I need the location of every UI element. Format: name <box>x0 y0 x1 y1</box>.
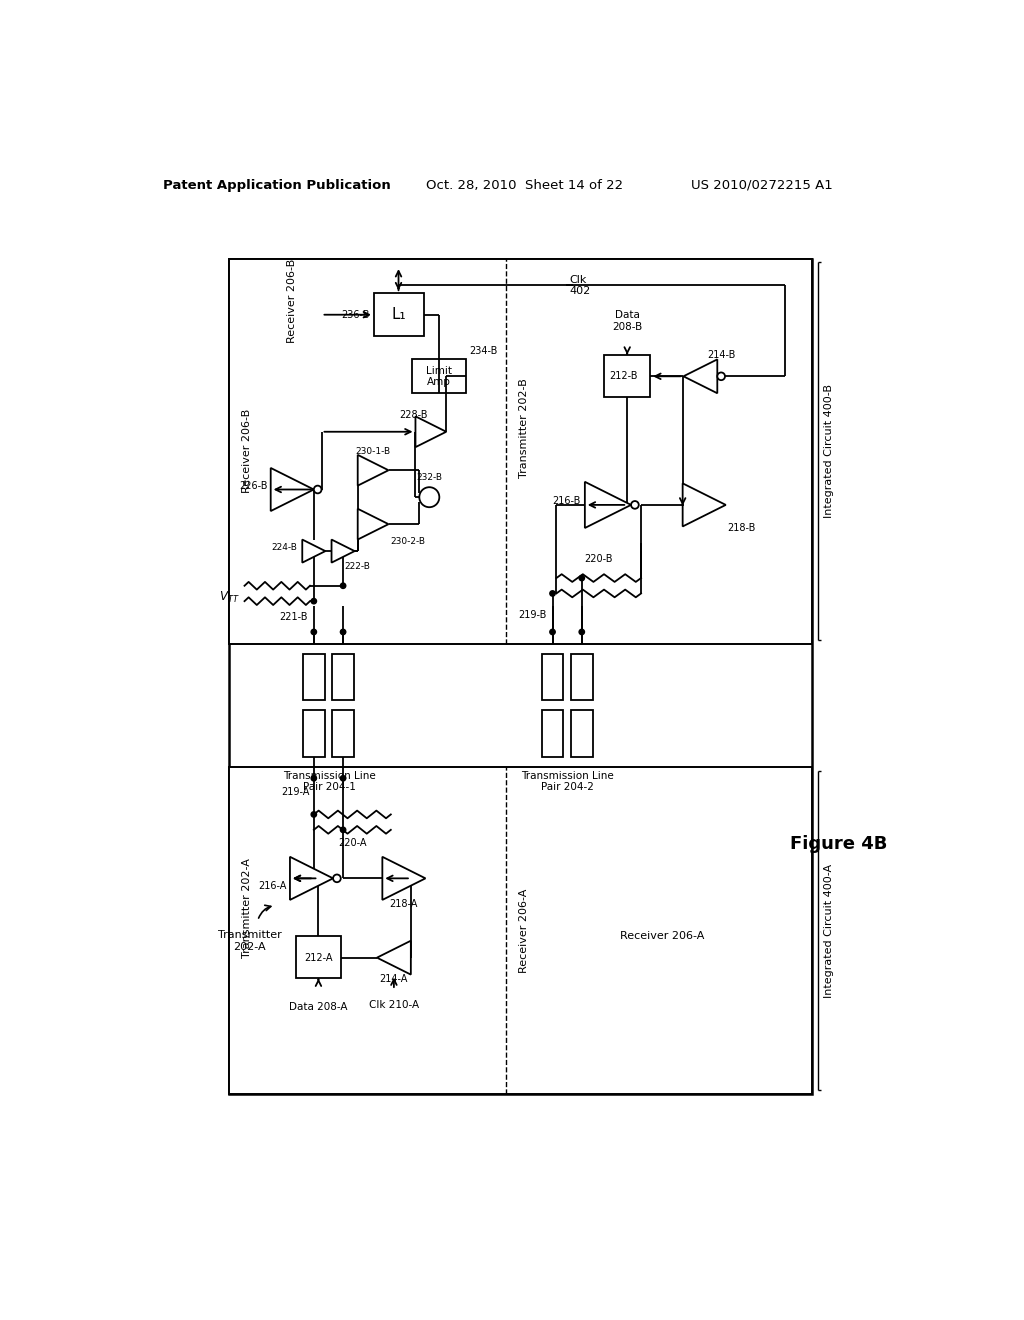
Text: Limit
Amp: Limit Amp <box>426 366 452 387</box>
Bar <box>571 653 593 701</box>
Text: 221-B: 221-B <box>280 611 307 622</box>
Text: 218-A: 218-A <box>390 899 418 908</box>
Text: 216-A: 216-A <box>258 880 287 891</box>
Polygon shape <box>382 857 425 900</box>
Circle shape <box>311 630 316 635</box>
Text: Figure 4B: Figure 4B <box>791 834 888 853</box>
Circle shape <box>580 630 585 635</box>
Text: 216-B: 216-B <box>553 496 581 506</box>
Text: Patent Application Publication: Patent Application Publication <box>163 178 391 191</box>
Text: 222-B: 222-B <box>344 562 370 572</box>
Bar <box>604 355 650 397</box>
Circle shape <box>717 372 725 380</box>
Text: Data 208-A: Data 208-A <box>289 1002 348 1011</box>
Text: 230-2-B: 230-2-B <box>390 537 425 545</box>
Text: 236-B: 236-B <box>342 310 370 319</box>
Bar <box>296 936 341 978</box>
Text: Receiver 206-A: Receiver 206-A <box>519 888 529 973</box>
Bar <box>333 653 354 701</box>
Polygon shape <box>332 540 354 562</box>
Polygon shape <box>357 508 388 540</box>
Bar <box>229 259 812 1094</box>
Bar <box>571 710 593 756</box>
Text: Transmitter 202-B: Transmitter 202-B <box>519 378 529 478</box>
Text: Transmission Line
Pair 204-2: Transmission Line Pair 204-2 <box>521 771 614 792</box>
Text: Oct. 28, 2010  Sheet 14 of 22: Oct. 28, 2010 Sheet 14 of 22 <box>426 178 624 191</box>
Bar <box>412 359 466 393</box>
Text: 212-B: 212-B <box>609 371 638 381</box>
Circle shape <box>550 630 555 635</box>
Text: Transmitter 202-A: Transmitter 202-A <box>243 858 252 957</box>
Text: Transmitter
202-A: Transmitter 202-A <box>218 929 282 952</box>
Bar <box>303 710 325 756</box>
Polygon shape <box>683 483 726 527</box>
Text: 218-B: 218-B <box>727 523 756 533</box>
Circle shape <box>311 812 316 817</box>
Text: 228-B: 228-B <box>399 409 428 420</box>
Text: 224-B: 224-B <box>271 543 297 552</box>
Polygon shape <box>416 416 446 447</box>
Text: 230-1-B: 230-1-B <box>355 446 391 455</box>
Text: 220-B: 220-B <box>585 554 613 564</box>
Bar <box>229 259 812 644</box>
Text: 232-B: 232-B <box>417 473 442 482</box>
Text: 212-A: 212-A <box>304 953 333 962</box>
Circle shape <box>340 583 346 589</box>
Text: Receiver 206-B: Receiver 206-B <box>243 409 252 494</box>
Text: 219-A: 219-A <box>282 787 310 797</box>
Polygon shape <box>377 941 411 974</box>
Polygon shape <box>683 359 717 393</box>
Polygon shape <box>290 857 333 900</box>
Circle shape <box>340 828 346 833</box>
Text: Clk 210-A: Clk 210-A <box>369 1001 419 1010</box>
Polygon shape <box>270 469 313 511</box>
Text: 214-B: 214-B <box>708 350 736 360</box>
Bar <box>229 767 812 1094</box>
Circle shape <box>419 487 439 507</box>
Text: 226-B: 226-B <box>240 480 267 491</box>
Circle shape <box>631 502 639 508</box>
Bar <box>374 293 424 335</box>
Text: $V_{TT}$: $V_{TT}$ <box>219 590 240 605</box>
Text: Transmission Line
Pair 204-1: Transmission Line Pair 204-1 <box>283 771 376 792</box>
Circle shape <box>311 598 316 603</box>
Text: US 2010/0272215 A1: US 2010/0272215 A1 <box>691 178 833 191</box>
Text: Receiver 206-A: Receiver 206-A <box>620 931 705 941</box>
Circle shape <box>340 630 346 635</box>
Circle shape <box>333 874 341 882</box>
Text: Clk
402: Clk 402 <box>569 275 591 296</box>
Circle shape <box>340 776 346 781</box>
Polygon shape <box>302 540 326 562</box>
Text: L₁: L₁ <box>391 308 406 322</box>
Circle shape <box>313 486 322 494</box>
Circle shape <box>580 576 585 581</box>
Bar <box>303 653 325 701</box>
Text: 214-A: 214-A <box>380 974 409 985</box>
Circle shape <box>311 776 316 781</box>
Text: Receiver 206-B: Receiver 206-B <box>288 259 297 343</box>
Text: 219-B: 219-B <box>518 610 547 620</box>
Bar <box>333 710 354 756</box>
Bar <box>542 710 563 756</box>
Text: Integrated Circuit 400-B: Integrated Circuit 400-B <box>824 384 834 517</box>
Polygon shape <box>585 482 631 528</box>
Circle shape <box>550 591 555 597</box>
Text: Integrated Circuit 400-A: Integrated Circuit 400-A <box>824 863 834 998</box>
Text: 234-B: 234-B <box>469 346 498 356</box>
Text: Data
208-B: Data 208-B <box>612 310 642 331</box>
Text: 220-A: 220-A <box>338 838 367 847</box>
Bar <box>542 653 563 701</box>
Polygon shape <box>357 455 388 486</box>
